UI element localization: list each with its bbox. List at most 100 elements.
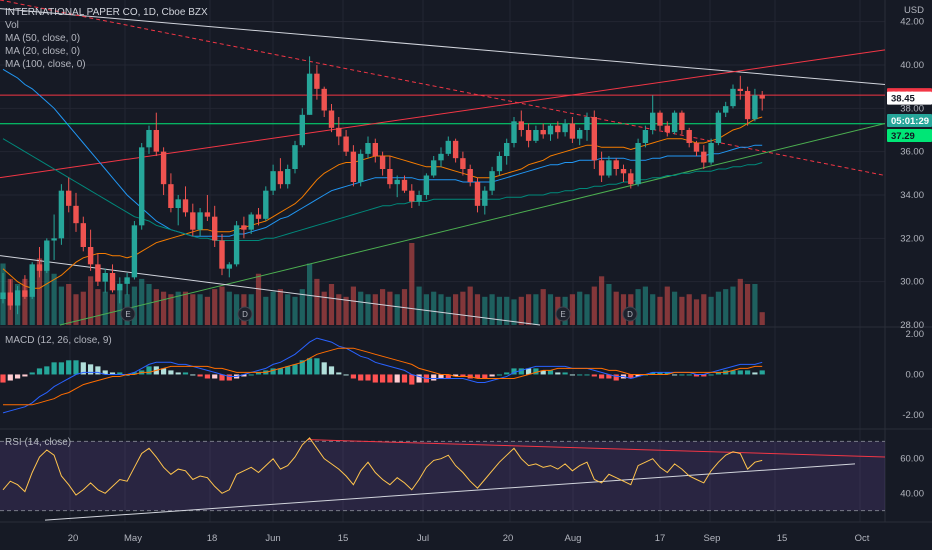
candle-body [14, 290, 21, 306]
volume-bar [263, 296, 269, 325]
volume-bar [29, 281, 35, 325]
macd-hist-bar [555, 372, 561, 375]
candle-body [540, 130, 546, 135]
macd-hist-bar [88, 364, 94, 375]
legend-ma50[interactable]: MA (50, close, 0) [5, 33, 81, 44]
volume-bar [146, 284, 152, 325]
volume-bar [277, 289, 283, 325]
price-axis-tick: 28.00 [900, 320, 924, 331]
candle-body [511, 121, 517, 143]
volume-bar [292, 296, 298, 325]
event-marker-label: E [125, 310, 130, 319]
volume-bar [577, 291, 583, 325]
macd-hist-bar [460, 374, 466, 377]
candle-body [168, 184, 174, 208]
volume-bar [343, 296, 349, 325]
candle-body [504, 143, 510, 156]
macd-hist-bar [212, 374, 218, 379]
symbol-title: INTERNATIONAL PAPER CO, 1D, Cboe BZX [5, 7, 208, 18]
volume-bar [496, 296, 502, 325]
candle-body [723, 106, 729, 113]
volume-bar [664, 286, 670, 325]
volume-bar [584, 294, 590, 325]
rsi-legend[interactable]: RSI (14, close) [5, 437, 72, 448]
candle-body [533, 130, 539, 141]
volume-bar [161, 291, 167, 325]
volume-bar [22, 278, 28, 325]
volume-bar [474, 294, 481, 325]
candle-body [752, 95, 758, 120]
macd-hist-bar [715, 372, 721, 375]
price-axis-tick: 34.00 [900, 190, 924, 201]
volume-bar [416, 286, 422, 325]
candle-body [80, 223, 86, 247]
candle-body [708, 143, 714, 163]
chart-legend: INTERNATIONAL PAPER CO, 1D, Cboe BZX Vol… [5, 6, 208, 71]
volume-bar [620, 294, 627, 325]
volume-bar [752, 284, 758, 325]
volume-bar [336, 294, 342, 325]
legend-ma100[interactable]: MA (100, close, 0) [5, 59, 86, 70]
macd-hist-bar [307, 358, 313, 375]
volume-bar [328, 284, 335, 325]
rsi-band-fill [0, 441, 885, 511]
legend-vol[interactable]: Vol [5, 20, 19, 31]
candle-body [409, 190, 415, 202]
volume-bar [540, 289, 546, 325]
legend-ma20[interactable]: MA (20, close, 0) [5, 46, 81, 57]
macd-hist-bar [58, 362, 64, 375]
candle-body [569, 123, 576, 139]
price-badge [887, 114, 932, 127]
date-axis-label: 17 [655, 533, 666, 544]
macd-hist-bar [7, 374, 13, 381]
macd-hist-bar [745, 370, 751, 375]
volume-bar [533, 294, 539, 325]
macd-axis-tick: 0.00 [906, 369, 925, 380]
macd-hist-bar [161, 368, 167, 375]
macd-hist-bar [569, 374, 575, 376]
volume-bar [489, 294, 495, 325]
macd-hist-bar [190, 374, 196, 376]
candle-body [635, 143, 641, 185]
price-axis-tick: 42.00 [900, 17, 924, 28]
macd-hist-bar [489, 374, 495, 377]
volume-bar [599, 276, 605, 325]
volume-bar [219, 286, 225, 325]
macd-legend[interactable]: MACD (12, 26, close, 9) [5, 335, 112, 346]
candle-body [518, 121, 524, 130]
macd-hist-bar [686, 374, 692, 376]
volume-bar [190, 294, 196, 325]
candle-body [336, 127, 342, 137]
macd-hist-bar [504, 372, 510, 375]
grid-lines [0, 0, 885, 522]
candle-body [212, 216, 218, 241]
volume-bar [679, 296, 685, 325]
macd-hist-bar [431, 374, 437, 381]
macd-hist-bar [584, 374, 590, 376]
candle-body [109, 273, 116, 291]
macd-hist-bar [80, 362, 86, 375]
volume-bar [117, 289, 123, 325]
macd-hist-bar [474, 374, 481, 379]
macd-hist-bar [204, 374, 210, 379]
candle-body [372, 143, 378, 156]
candle-body [241, 225, 247, 230]
candle-body [182, 199, 189, 213]
volume-bar [73, 294, 79, 325]
volume-bar [745, 284, 751, 325]
volume-bar [270, 291, 276, 325]
date-axis-label: 20 [503, 533, 514, 544]
date-axis-label: Jun [265, 533, 280, 544]
candle-body [102, 273, 108, 282]
candle-body [299, 114, 305, 146]
volume-bar [445, 296, 451, 325]
macd-hist-bar [672, 374, 678, 376]
volume-bar [526, 294, 532, 325]
candle-body [277, 171, 284, 185]
volume-bar [102, 291, 108, 325]
candle-body [467, 169, 473, 182]
candle-body [657, 112, 663, 126]
candle-body [715, 112, 722, 143]
